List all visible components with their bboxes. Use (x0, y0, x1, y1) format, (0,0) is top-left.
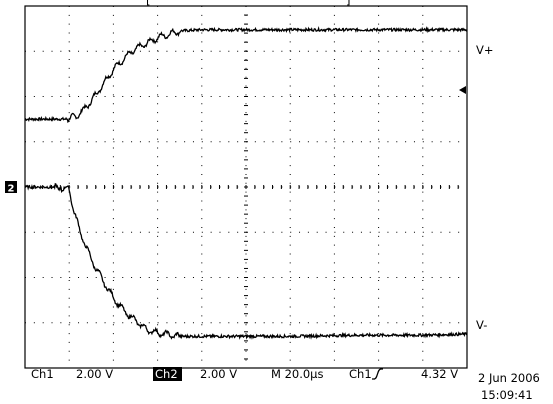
timebase: M 20.0µs (271, 367, 324, 381)
trigger-level-arrow-icon (459, 86, 466, 94)
ch2-label-highlight (153, 367, 182, 381)
top-left-marker: [ (146, 0, 151, 7)
ch1-label: Ch1 (31, 367, 54, 381)
trace-v-plus (24, 25, 468, 124)
traces (24, 25, 468, 340)
trigger-level: 4.32 V (421, 367, 458, 381)
trace-label-lower: V- (476, 318, 487, 332)
date: 2 Jun 2006 (478, 371, 540, 385)
trigger-source: Ch1 (349, 367, 372, 381)
channel-marker: 2 (8, 184, 15, 195)
graticule (24, 5, 468, 369)
rising-edge-trigger-icon (372, 368, 383, 380)
ch1-scale: 2.00 V (76, 367, 113, 381)
top-right-marker: ] (346, 0, 351, 7)
ch2-label: Ch2 (155, 367, 178, 381)
ch2-scale: 2.00 V (200, 367, 237, 381)
trace-label-upper: V+ (476, 43, 494, 57)
time: 15:09:41 (481, 388, 533, 402)
trace-v-minus (24, 182, 468, 340)
channel-marker-box (5, 181, 17, 193)
